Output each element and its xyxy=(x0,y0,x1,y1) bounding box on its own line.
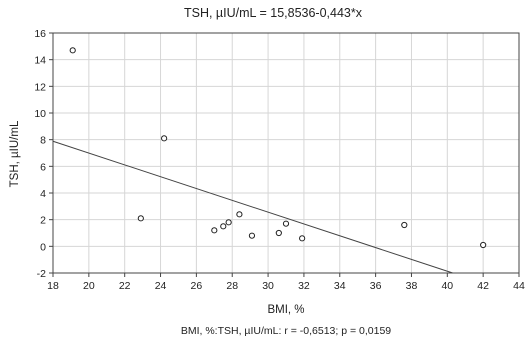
x-tick-label: 18 xyxy=(47,280,59,292)
x-tick-label: 30 xyxy=(262,280,274,292)
x-tick-label: 34 xyxy=(334,280,346,292)
y-tick-label: 0 xyxy=(40,241,46,253)
x-tick-label: 38 xyxy=(406,280,418,292)
x-tick-label: 22 xyxy=(119,280,131,292)
x-tick-label: 28 xyxy=(226,280,238,292)
x-tick-label: 32 xyxy=(298,280,310,292)
data-point xyxy=(161,135,168,142)
x-axis-label: BMI, % xyxy=(267,304,304,316)
y-tick-label: 12 xyxy=(34,81,46,93)
x-tick-label: 42 xyxy=(477,280,489,292)
data-point xyxy=(480,241,487,249)
y-tick-label: 4 xyxy=(40,188,46,200)
y-tick-label: 10 xyxy=(34,108,46,120)
regression-line-group xyxy=(52,140,453,274)
y-axis-ticks: -2 0 2 4 6 8 10 12 14 16 xyxy=(34,28,53,280)
y-tick-label: 16 xyxy=(34,28,46,40)
x-tick-label: 36 xyxy=(370,280,382,292)
data-point xyxy=(282,220,290,227)
data-point xyxy=(137,215,144,222)
data-point xyxy=(248,232,256,239)
data-point xyxy=(220,223,227,230)
data-points xyxy=(69,47,487,249)
data-point xyxy=(211,227,218,234)
x-tick-label: 26 xyxy=(191,280,203,292)
y-axis-label: TSH, µIU/mL xyxy=(9,120,21,187)
data-point xyxy=(225,219,232,226)
chart-title: TSH, µIU/mL = 15,8536-0,443*x xyxy=(184,6,363,20)
data-point xyxy=(275,229,282,237)
plot-frame xyxy=(52,32,520,274)
grid xyxy=(53,33,519,273)
x-axis-ticks: 18 20 22 24 26 28 30 32 34 36 38 40 42 44 xyxy=(47,273,525,292)
data-point xyxy=(299,235,306,242)
y-tick-label: 8 xyxy=(40,135,46,147)
x-tick-label: 20 xyxy=(83,280,95,292)
y-tick-label: 14 xyxy=(34,55,46,67)
y-tick-label: -2 xyxy=(37,268,46,280)
x-tick-label: 40 xyxy=(441,280,453,292)
data-point xyxy=(401,221,408,229)
y-tick-label: 2 xyxy=(40,215,46,227)
y-tick-label: 6 xyxy=(40,161,46,173)
x-tick-label: 24 xyxy=(155,280,167,292)
data-point xyxy=(236,211,243,218)
regression-line xyxy=(52,140,453,274)
x-tick-label: 44 xyxy=(513,280,525,292)
data-point xyxy=(69,47,76,54)
chart-footer-stats: BMI, %:TSH, µIU/mL: r = -0,6513; p = 0,0… xyxy=(181,325,391,337)
